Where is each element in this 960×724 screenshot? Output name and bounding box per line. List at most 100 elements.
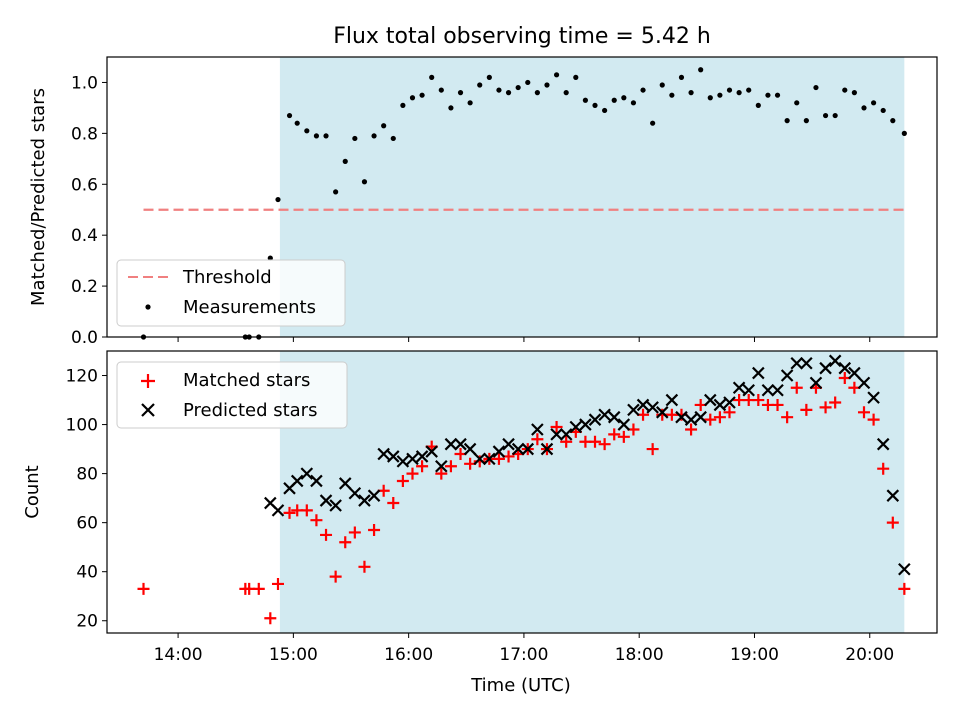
predicted-star-point [463, 442, 477, 456]
matched-star-point [829, 396, 842, 409]
matched-star-point [877, 462, 890, 475]
predicted-star-point [800, 356, 813, 370]
matched-star-point [781, 411, 794, 424]
predicted-star-point [425, 445, 438, 458]
bottom-observing-window-shade [279, 351, 905, 633]
predicted-star-point [559, 428, 573, 441]
matched-star-point [608, 428, 621, 441]
predicted-star-point [771, 383, 784, 397]
measurement-point [457, 90, 464, 96]
measurement-point [429, 74, 435, 80]
top-x-ticks [177, 337, 871, 342]
predicted-star-point [319, 494, 333, 507]
measurement-point [784, 118, 790, 124]
measurement-point [774, 92, 781, 98]
measurement-point [286, 112, 293, 119]
measurement-point [707, 95, 713, 101]
measurement-point [726, 87, 733, 93]
top-y-tick-label: 0.2 [71, 277, 98, 297]
measurement-point [294, 120, 300, 126]
measurement-point [573, 74, 579, 80]
bottom-x-tick-label: 20:00 [845, 645, 894, 665]
measurement-point [352, 135, 358, 142]
legend-measurements-swatch [145, 304, 151, 310]
predicted-star-point [367, 489, 381, 502]
predicted-star-point [713, 398, 727, 412]
matched-star-point [598, 438, 611, 451]
measurement-point [371, 133, 377, 139]
matched-star-point [435, 467, 448, 480]
measurement-point [861, 105, 867, 111]
measurement-point [267, 255, 273, 261]
matched-star-point [617, 430, 630, 443]
predicted-star-point [454, 437, 467, 451]
matched-star-point [819, 401, 832, 414]
measurement-point [313, 133, 320, 139]
predicted-star-point [358, 494, 371, 507]
measurement-point [400, 102, 406, 108]
predicted-star-point [780, 369, 794, 382]
predicted-star-point [415, 450, 429, 463]
predicted-star-point [704, 393, 717, 407]
measurement-point [669, 92, 675, 98]
measurement-point [890, 118, 896, 124]
matched-star-point [492, 452, 505, 465]
predicted-star-point [761, 383, 775, 397]
measurement-point [419, 92, 425, 98]
bottom-x-tick-label: 14:00 [154, 645, 203, 665]
predicted-star-point [511, 442, 525, 456]
bottom-x-tick-label: 15:00 [269, 645, 318, 665]
predicted-star-point [502, 437, 515, 451]
measurement-point [794, 100, 800, 106]
matched-star-point [137, 582, 150, 595]
measurement-point [467, 100, 473, 106]
bottom-legend-box [116, 361, 348, 429]
matched-star-point [560, 435, 573, 448]
measurement-point [640, 87, 646, 93]
legend-predicted-swatch [141, 403, 155, 417]
matched-star-point [867, 413, 880, 426]
measurement-point [822, 112, 829, 119]
bottom-panel: 20 40 60 80 100 120 14:00 15:00 16:00 17:00 18:00… [22, 350, 938, 696]
predicted-star-point [617, 418, 631, 431]
measurement-point [361, 179, 368, 185]
matched-star-point [886, 516, 899, 529]
measurement-point [333, 189, 339, 195]
matched-star-point [396, 474, 409, 487]
measurement-point [602, 107, 608, 114]
predicted-star-point [742, 383, 755, 397]
matched-star-point [320, 528, 333, 541]
matched-star-point [329, 570, 342, 583]
predicted-star-point [310, 474, 323, 488]
measurement-point [813, 84, 819, 91]
predicted-star-point [598, 408, 611, 422]
matched-star-point [416, 460, 429, 473]
measurement-point [275, 196, 281, 203]
predicted-stars-points [264, 354, 911, 576]
bottom-x-axis: 14:00 15:00 16:00 17:00 18:00 19:00 20:00 [154, 633, 894, 665]
matched-star-point [723, 406, 736, 419]
top-y-tick-label: 1.0 [71, 73, 98, 93]
bottom-x-tick-label: 19:00 [730, 645, 779, 665]
measurement-point [832, 112, 838, 119]
measurement-point [901, 130, 907, 136]
matched-star-point [368, 524, 381, 537]
measurement-point [381, 123, 387, 129]
predicted-star-point [271, 504, 285, 517]
legend-threshold-label: Threshold [182, 267, 272, 288]
predicted-star-point [732, 381, 746, 395]
predicted-star-point [655, 406, 669, 419]
bottom-y-tick-label: 60 [76, 514, 98, 534]
predicted-star-point [396, 455, 410, 468]
predicted-star-point [338, 477, 352, 490]
matched-star-point [857, 406, 870, 419]
measurement-point [390, 135, 396, 142]
predicted-star-point [627, 403, 640, 417]
measurement-point [304, 128, 310, 134]
predicted-star-point [579, 418, 592, 431]
top-observing-window-shade [279, 57, 905, 337]
top-y-axis: 0.0 0.2 0.4 0.6 0.8 1.0 [71, 73, 107, 348]
measurement-point [505, 90, 512, 96]
matched-star-point [685, 423, 698, 436]
